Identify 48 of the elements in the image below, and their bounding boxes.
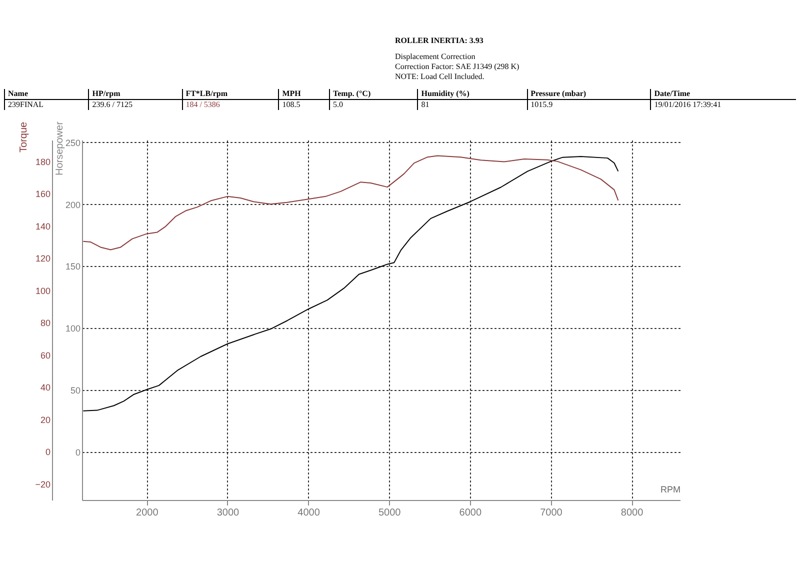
text: 239.6 / 7125 (88, 100, 182, 110)
x-tick-label: 7000 (540, 508, 563, 518)
text: 239FINAL (4, 100, 89, 110)
text: 184 / 5386 (182, 100, 279, 110)
y-axis-title: Horsepower (54, 120, 66, 176)
text: FT*LB/rpm (182, 89, 279, 100)
x-axis-title: RPM (660, 484, 680, 494)
y2-tick-label: 60 (40, 350, 50, 360)
text: 108.5 (278, 100, 330, 110)
text: Correction Factor: SAE J1349 (298 K) (395, 62, 520, 72)
y-tick-label: 50 (70, 385, 80, 396)
y2-tick-label: 80 (40, 318, 50, 328)
y-tick-label: 150 (65, 262, 80, 272)
y2-axis-title: Torque (18, 121, 30, 152)
text: Pressure (mbar) (527, 89, 651, 100)
text: NOTE: Load Cell Included. (395, 72, 486, 82)
x-tick-label: 6000 (459, 508, 482, 518)
text: HP/rpm (88, 89, 182, 100)
y-tick-label: 250 (65, 138, 80, 148)
y2-tick-label: 20 (40, 414, 50, 425)
x-tick-label: 8000 (620, 508, 644, 518)
text: 81 (418, 100, 528, 110)
y-tick-label: 100 (65, 324, 80, 334)
y2-tick-label: 0 (45, 447, 50, 458)
text: Name (4, 89, 89, 100)
text: 19/01/2016 17:39:41 (650, 100, 796, 110)
text: Humidity (%) (418, 89, 528, 100)
y-tick-label: 0 (75, 447, 80, 458)
y2-tick-label: 120 (35, 254, 50, 264)
text: 1015.9 (527, 100, 651, 110)
y2-tick-label: 100 (35, 286, 50, 296)
y2-tick-label: 180 (35, 156, 50, 167)
y2-tick-label: 160 (35, 189, 50, 200)
text: MPH (278, 89, 330, 100)
y2-tick-label: 40 (40, 382, 50, 393)
text: Temp. (°C) (330, 89, 418, 100)
text: Date/Time (650, 89, 796, 100)
x-tick-label: 5000 (378, 508, 402, 518)
text: 5.0 (330, 100, 418, 110)
y2-tick-label: −20 (35, 479, 50, 490)
y2-tick-label: 140 (35, 221, 50, 232)
x-tick-label: 3000 (216, 508, 240, 518)
text: Displacement Correction (395, 52, 476, 62)
text: ROLLER INERTIA: 3.93 (395, 36, 484, 46)
y-tick-label: 200 (65, 200, 80, 210)
x-tick-label: 4000 (298, 508, 320, 518)
line-series (82, 155, 619, 250)
x-tick-label: 2000 (136, 508, 159, 518)
